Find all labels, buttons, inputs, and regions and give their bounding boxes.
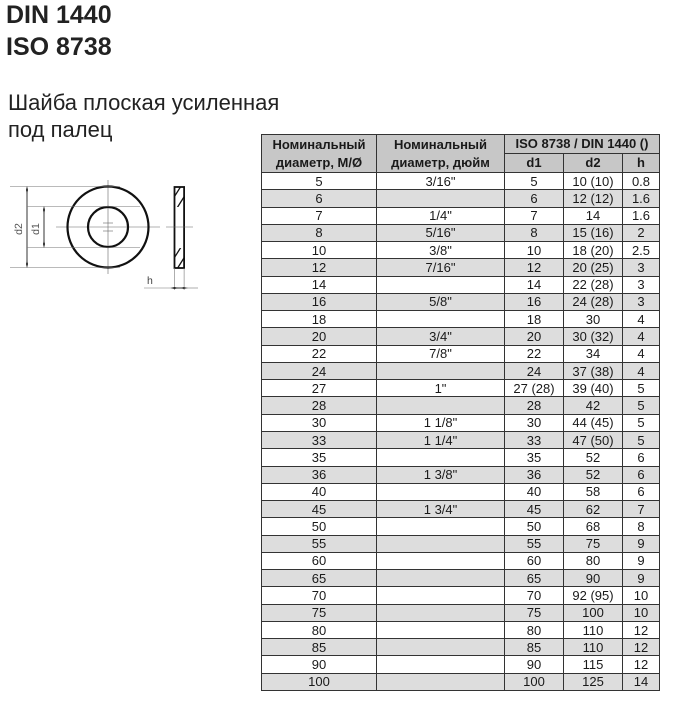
svg-text:h: h [147,275,153,287]
svg-text:d2: d2 [13,223,25,235]
svg-text:d1: d1 [30,223,42,235]
